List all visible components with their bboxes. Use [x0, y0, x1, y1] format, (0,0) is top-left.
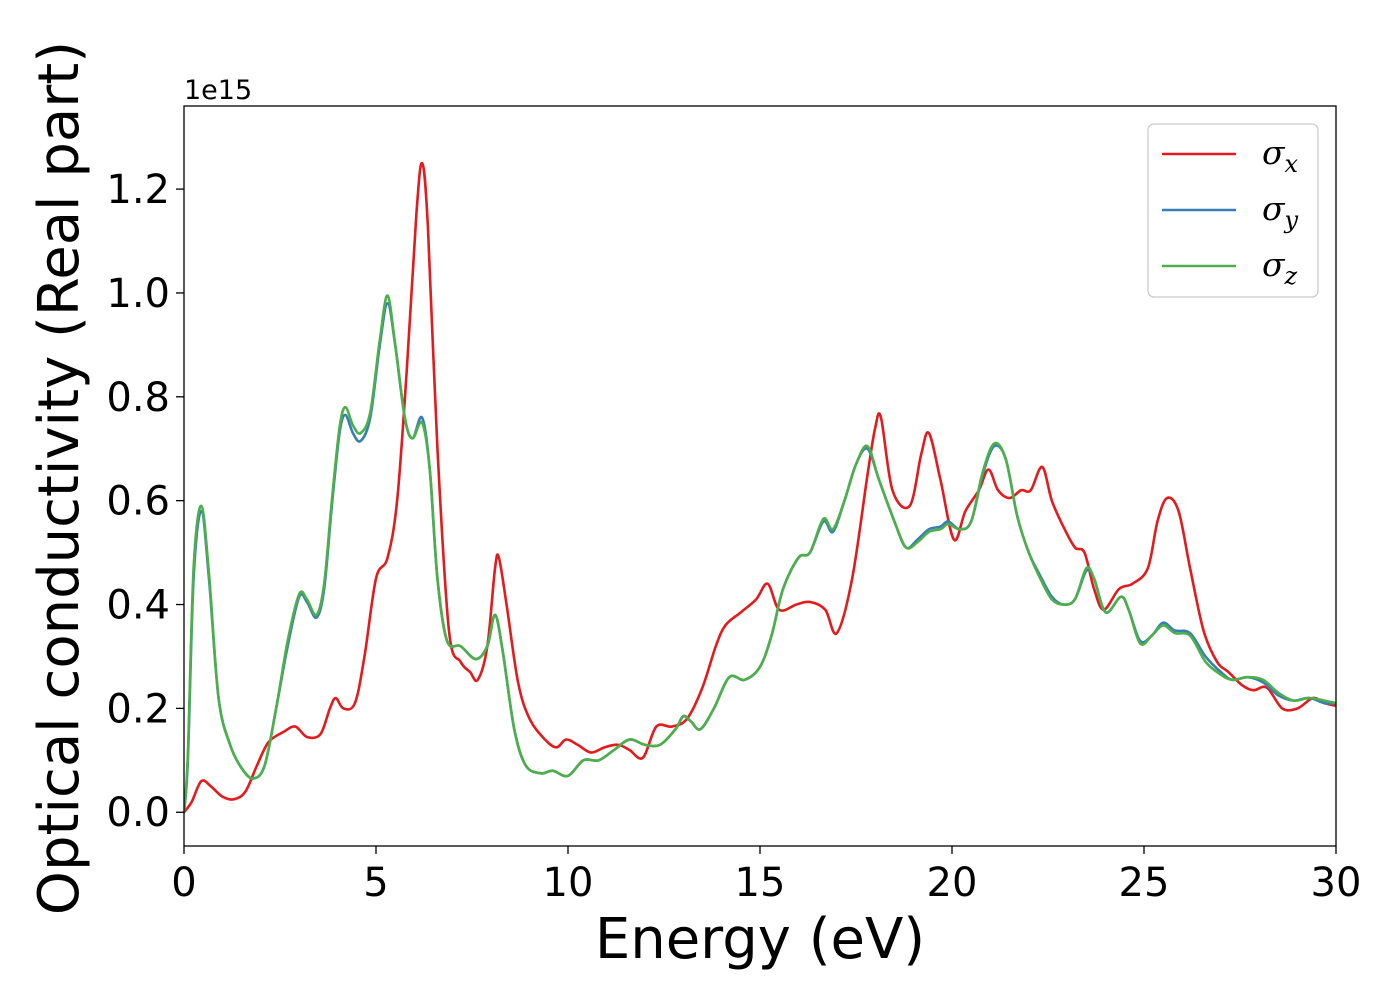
y-tick-label: 0.6 — [106, 479, 170, 525]
y-tick-label: 0.4 — [106, 583, 170, 629]
x-tick-label: 20 — [927, 860, 978, 906]
series-line-x — [184, 161, 1336, 814]
y-offset-label: 1e15 — [184, 75, 252, 106]
y-tick-label: 1.0 — [106, 271, 170, 317]
x-tick-label: 30 — [1311, 860, 1362, 906]
plot-area — [183, 105, 1337, 847]
x-axis-title: Energy (eV) — [595, 907, 925, 972]
y-tick-label: 0.0 — [106, 790, 170, 836]
y-tick-label: 0.2 — [106, 686, 170, 732]
y-tick-label: 0.8 — [106, 375, 170, 421]
series-line-z — [184, 294, 1336, 814]
x-tick-label: 10 — [543, 860, 594, 906]
y-axis-title: Optical conductivity (Real part) — [27, 41, 92, 915]
x-axis-ticks: 0 5 10 15 20 25 30 — [171, 846, 1361, 906]
y-axis-ticks: 0.0 0.2 0.4 0.6 0.8 1.0 1.2 — [106, 167, 184, 836]
x-tick-label: 5 — [363, 860, 388, 906]
y-tick-label: 1.2 — [106, 167, 170, 213]
series-layer — [184, 161, 1336, 814]
x-tick-label: 15 — [735, 860, 786, 906]
x-tick-label: 0 — [171, 860, 196, 906]
x-tick-label: 25 — [1119, 860, 1170, 906]
